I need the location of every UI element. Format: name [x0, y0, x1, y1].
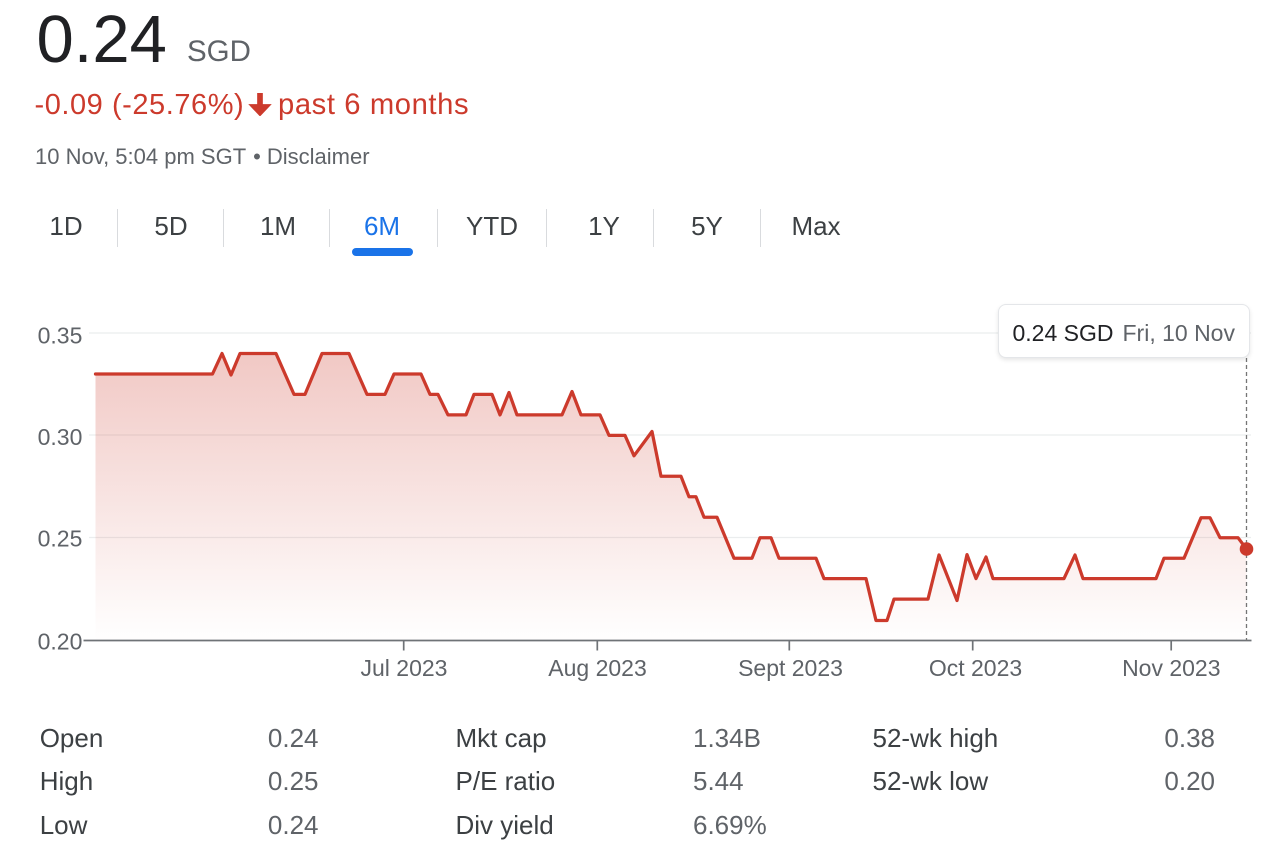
svg-text:Jul 2023: Jul 2023 [361, 655, 448, 681]
svg-text:0.20: 0.20 [38, 628, 83, 654]
svg-text:0.35: 0.35 [38, 322, 83, 348]
svg-text:0.30: 0.30 [38, 424, 83, 450]
svg-text:Nov 2023: Nov 2023 [1122, 655, 1220, 681]
svg-text:Aug 2023: Aug 2023 [548, 655, 646, 681]
svg-text:0.25: 0.25 [38, 525, 83, 551]
svg-text:Oct 2023: Oct 2023 [929, 655, 1022, 681]
svg-text:Sept 2023: Sept 2023 [738, 655, 843, 681]
